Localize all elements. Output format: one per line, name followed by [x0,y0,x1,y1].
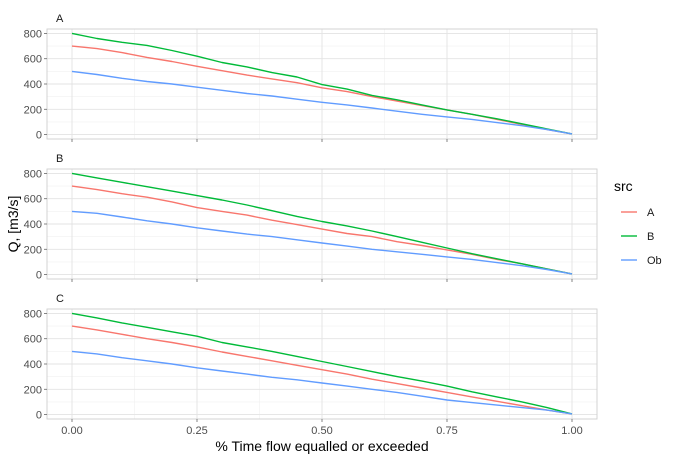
y-tick-label: 800 [24,308,42,320]
y-tick-label: 400 [24,219,42,231]
panel-strip-label: B [56,153,63,165]
series-line-b [71,312,573,415]
legend-label-b: B [647,231,654,243]
series-line-b [71,32,573,135]
series-line-ob [71,70,573,135]
panels-group: A 0 200 400 600 800 B 0 200 400 600 800 C 0 200 400 600 8… [24,13,598,437]
y-tick-label: 600 [24,334,42,346]
y-tick-label: 800 [24,28,42,40]
y-tick-label: 0 [36,410,42,422]
series-line-ob [71,350,573,415]
y-tick-label: 400 [24,79,42,91]
series-line-b [71,172,573,275]
panel-strip-label: C [56,293,64,305]
x-tick-label: 0.00 [61,425,82,437]
legend: src AB Ob [614,178,662,267]
panel-a: A 0 200 400 600 800 [24,13,598,142]
y-tick-label: 0 [36,270,42,282]
y-tick-label: 200 [24,384,42,396]
y-tick-label: 200 [24,244,42,256]
y-tick-label: 600 [24,54,42,66]
y-tick-label: 400 [24,359,42,371]
x-tick-label: 1.00 [561,425,582,437]
x-axis-title: % Time flow equalled or exceeded [215,438,428,454]
legend-label-a: A [647,207,655,219]
panel-b: B 0 200 400 600 800 [24,153,598,282]
x-tick-label: 0.75 [436,425,457,437]
series-line-ob [71,210,573,275]
y-tick-label: 0 [36,130,42,142]
y-tick-label: 200 [24,104,42,116]
y-axis-title: Q, [m3/s] [5,196,21,253]
panel-strip-label: A [56,13,64,25]
legend-title: src [614,178,633,194]
series-line-a [71,325,573,415]
y-tick-label: 600 [24,194,42,206]
x-tick-label: 0.50 [311,425,332,437]
y-tick-label: 800 [24,168,42,180]
legend-label-ob: Ob [647,255,662,267]
x-tick-label: 0.25 [186,425,207,437]
panel-c: C 0 200 400 600 800 0.00 0.25 0.50 0.75 1.00 [24,293,598,437]
